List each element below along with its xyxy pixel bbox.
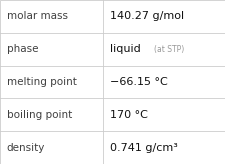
Text: boiling point: boiling point <box>7 110 72 120</box>
Text: 170 °C: 170 °C <box>109 110 147 120</box>
Text: melting point: melting point <box>7 77 76 87</box>
Text: phase: phase <box>7 44 38 54</box>
Text: (at STP): (at STP) <box>153 45 183 54</box>
Text: 140.27 g/mol: 140.27 g/mol <box>109 11 183 21</box>
Text: molar mass: molar mass <box>7 11 68 21</box>
Text: liquid: liquid <box>109 44 140 54</box>
Text: −66.15 °C: −66.15 °C <box>109 77 167 87</box>
Text: 0.741 g/cm³: 0.741 g/cm³ <box>109 143 177 153</box>
Text: density: density <box>7 143 45 153</box>
